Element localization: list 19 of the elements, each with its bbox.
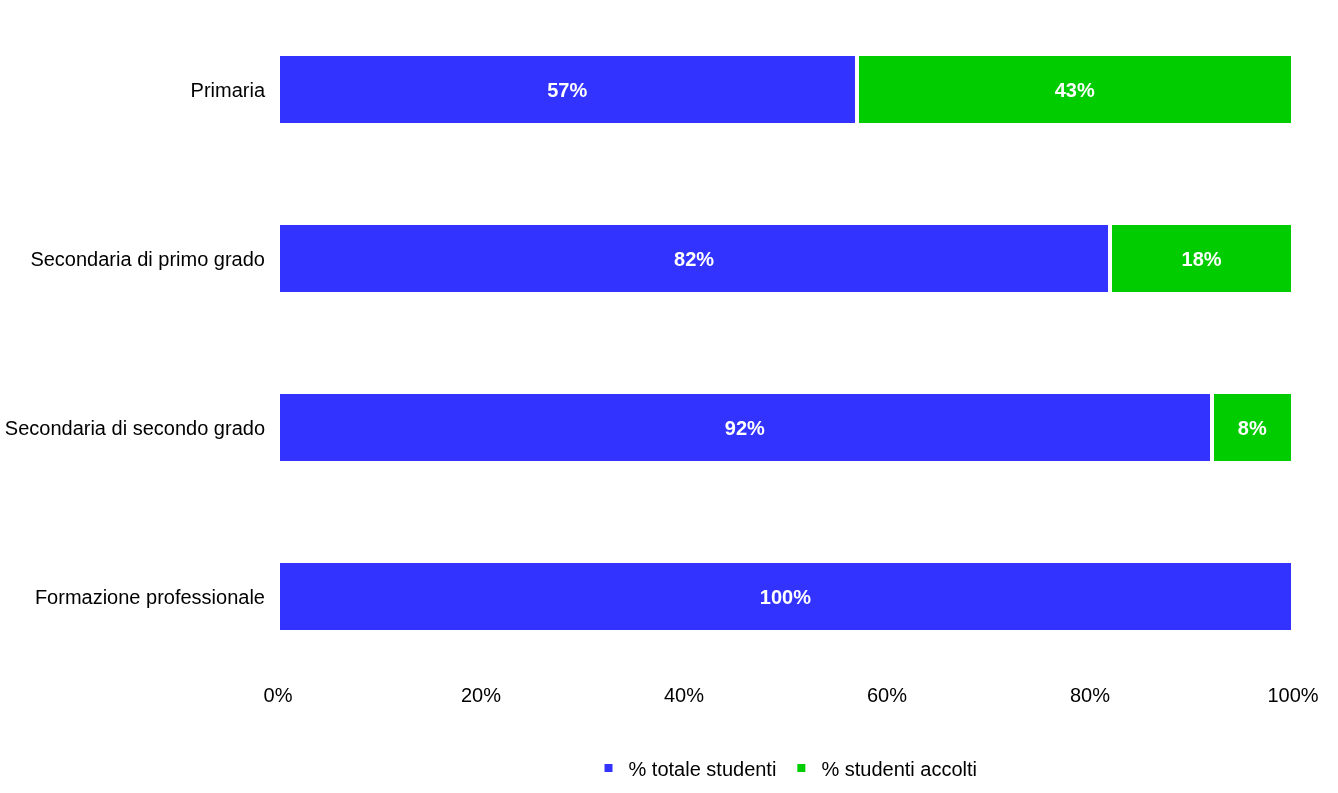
x-tick-label: 20% [460,684,502,706]
y-tick-label: Secondaria di primo grado [30,247,265,270]
y-tick-label: Primaria [190,78,266,101]
data-label: 92% [724,416,766,439]
x-tick-label: 40% [663,684,705,706]
data-label: 8% [1237,416,1267,439]
data-label: 100% [759,585,812,608]
x-tick-label: 100% [1267,684,1319,706]
data-label: 82% [674,247,715,270]
legend-label: % studenti accolti [821,757,978,780]
x-tick-label: 0% [263,684,293,706]
data-label: 18% [1181,247,1222,270]
x-tick-label: 60% [866,684,908,706]
y-tick-label: Secondaria di secondo grado [4,416,265,439]
legend-label: % totale studenti [628,757,777,780]
data-label: 57% [547,78,588,101]
y-tick-label: Formazione professionale [34,585,265,608]
data-label: 43% [1054,78,1095,101]
x-tick-label: 80% [1069,684,1111,706]
